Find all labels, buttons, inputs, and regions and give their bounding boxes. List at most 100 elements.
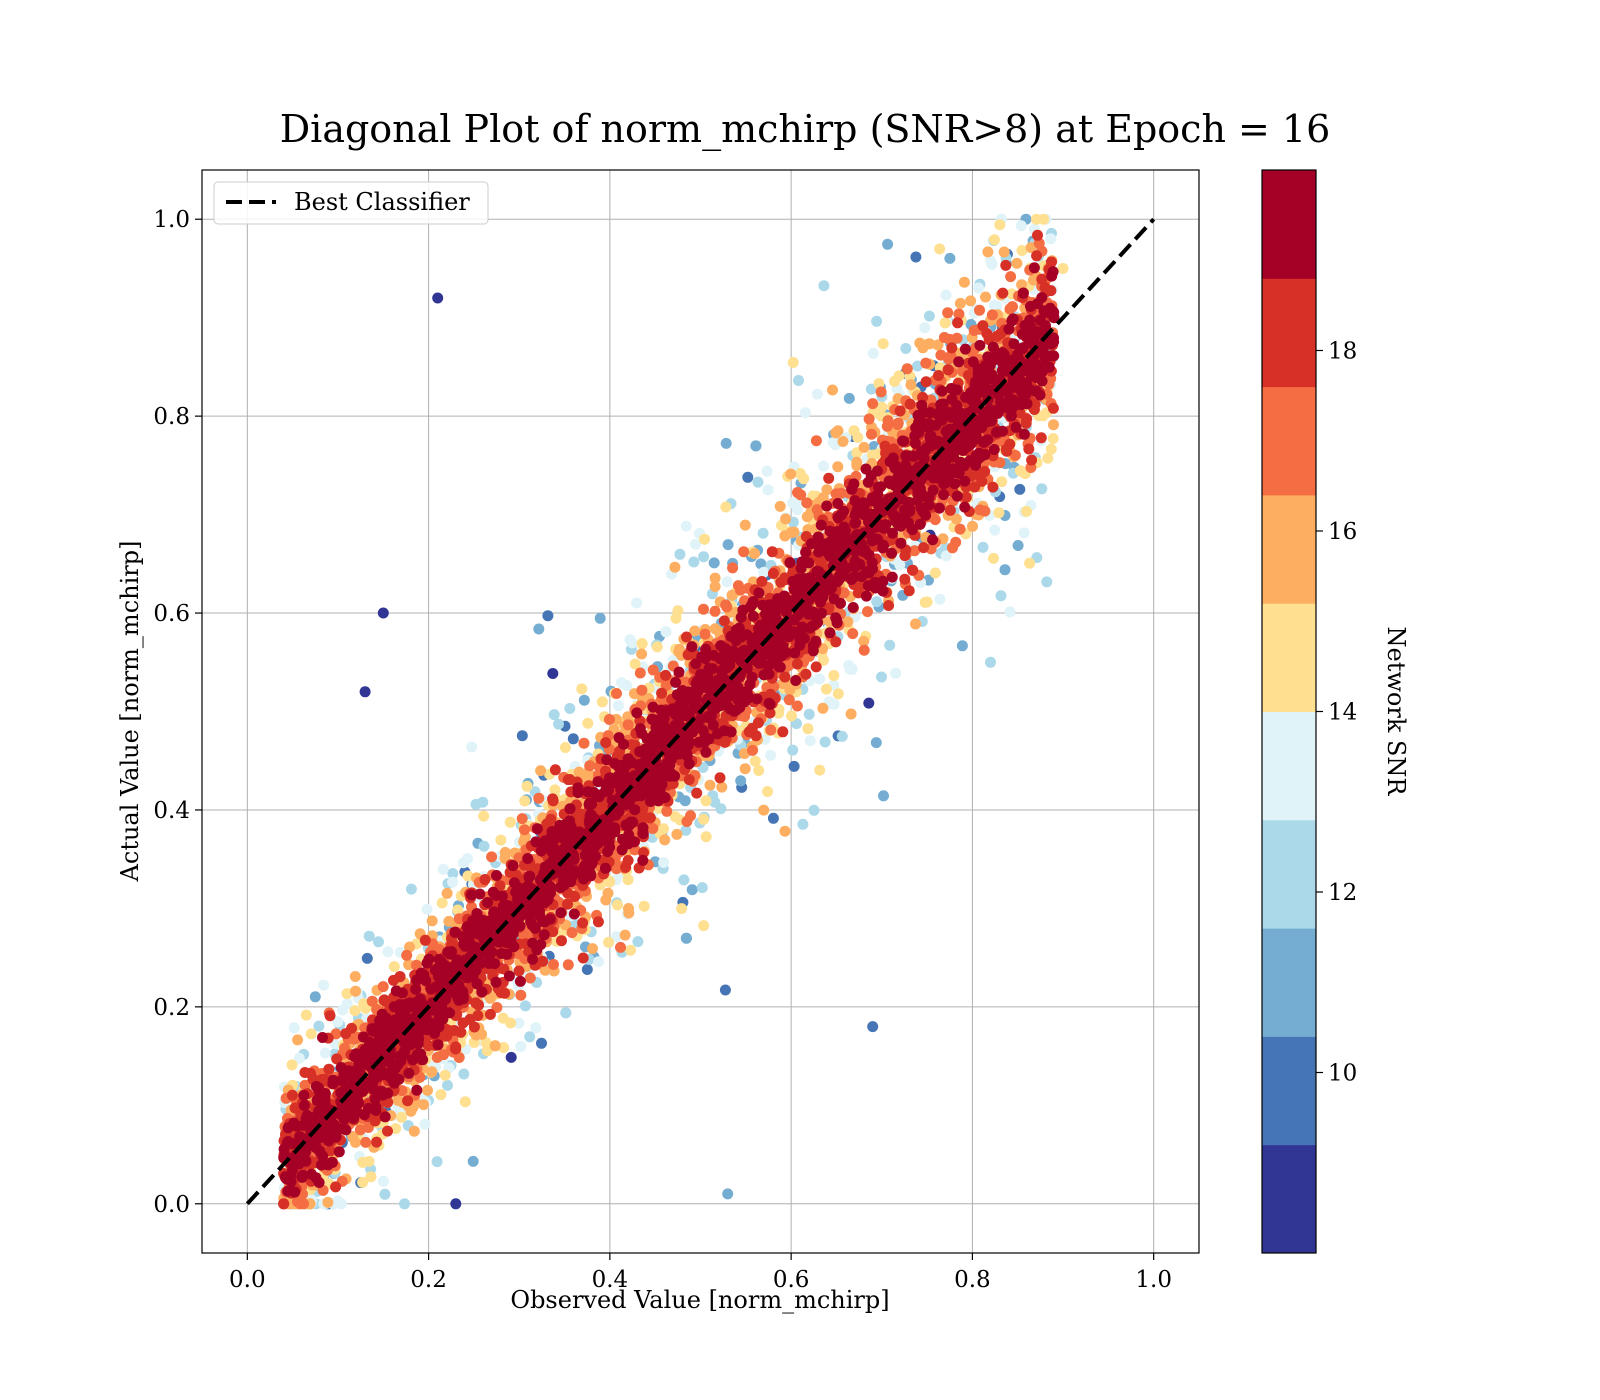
scatter-point xyxy=(519,795,531,807)
scatter-point xyxy=(836,730,848,742)
scatter-point xyxy=(698,813,710,825)
scatter-point xyxy=(903,585,915,597)
scatter-point xyxy=(685,810,696,822)
scatter-point xyxy=(596,696,608,708)
scatter-point xyxy=(982,246,994,258)
scatter-point xyxy=(721,576,733,588)
scatter-point xyxy=(623,907,635,919)
scatter-point xyxy=(758,804,770,816)
scatter-point xyxy=(1000,259,1012,271)
scatter-point xyxy=(278,1198,290,1210)
scatter-point xyxy=(524,1031,536,1043)
scatter-point xyxy=(467,1155,479,1167)
scatter-point xyxy=(622,874,634,886)
scatter-point xyxy=(547,795,559,807)
scatter-point xyxy=(651,641,663,653)
scatter-point xyxy=(1032,229,1043,241)
scatter-point xyxy=(735,775,747,787)
scatter-point xyxy=(810,435,822,447)
scatter-point xyxy=(432,292,444,304)
scatter-point xyxy=(893,370,905,382)
scatter-point xyxy=(797,818,809,830)
scatter-point xyxy=(379,1188,391,1200)
scatter-point xyxy=(698,603,709,615)
scatter-point xyxy=(524,972,536,984)
scatter-point xyxy=(779,530,791,542)
scatter-point xyxy=(313,1020,325,1032)
scatter-point xyxy=(920,376,932,388)
scatter-point xyxy=(564,703,576,714)
scatter-point xyxy=(288,1022,300,1034)
scatter-point xyxy=(787,497,799,509)
scatter-point xyxy=(777,726,789,738)
scatter-point xyxy=(818,280,830,292)
scatter-point xyxy=(388,974,399,986)
scatter-point xyxy=(810,661,822,673)
scatter-point xyxy=(882,238,894,250)
scatter-point xyxy=(542,610,554,622)
scatter-point xyxy=(870,737,882,749)
scatter-point xyxy=(636,684,648,696)
scatter-point xyxy=(696,882,708,894)
scatter-point xyxy=(1018,527,1030,539)
scatter-point xyxy=(820,683,832,695)
scatter-point xyxy=(359,686,371,698)
scatter-point xyxy=(638,900,650,912)
scatter-point xyxy=(611,688,622,699)
scatter-point xyxy=(858,644,870,656)
scatter-point xyxy=(722,1188,734,1200)
scatter-point xyxy=(877,338,889,350)
scatter-point xyxy=(1045,233,1057,245)
scatter-point xyxy=(779,671,791,683)
scatter-point xyxy=(890,667,902,679)
scatter-point xyxy=(700,831,712,843)
scatter-point xyxy=(515,1040,527,1052)
scatter-point xyxy=(318,979,330,991)
scatter-point xyxy=(1031,250,1043,262)
scatter-point xyxy=(659,834,671,846)
scatter-point xyxy=(674,548,686,560)
scatter-point xyxy=(793,375,804,386)
scatter-point xyxy=(817,702,829,714)
scatter-point xyxy=(587,943,598,955)
scatter-point xyxy=(878,790,889,802)
scatter-point xyxy=(300,1009,312,1021)
scatter-point xyxy=(332,1016,344,1028)
scatter-point xyxy=(1042,452,1054,464)
scatter-point xyxy=(750,730,762,742)
scatter-point xyxy=(671,828,683,840)
scatter-point xyxy=(823,472,835,484)
scatter-point xyxy=(615,941,626,953)
scatter-point xyxy=(612,899,623,911)
scatter-point xyxy=(305,1028,317,1040)
scatter-point xyxy=(1000,444,1012,455)
scatter-point xyxy=(952,317,964,329)
scatter-point xyxy=(756,576,768,587)
scatter-point xyxy=(773,707,785,719)
scatter-point xyxy=(827,384,838,396)
scatter-point xyxy=(515,989,527,1001)
scatter-point xyxy=(899,573,911,585)
scatter-point xyxy=(1036,273,1048,285)
scatter-point xyxy=(632,936,644,948)
scatter-point xyxy=(1012,540,1024,551)
scatter-point xyxy=(747,744,758,756)
scatter-point xyxy=(708,557,720,569)
scatter-point xyxy=(458,857,469,869)
scatter-point xyxy=(603,714,615,725)
scatter-point xyxy=(865,383,877,395)
scatter-point xyxy=(742,471,754,483)
scatter-point xyxy=(919,322,931,334)
scatter-point xyxy=(802,723,814,735)
scatter-point xyxy=(892,419,904,430)
scatter-point xyxy=(619,929,631,941)
scatter-point xyxy=(477,796,489,808)
scatter-point xyxy=(761,465,773,477)
scatter-point xyxy=(808,804,820,816)
scatter-point xyxy=(505,1017,517,1029)
scatter-points xyxy=(278,213,1069,1210)
scatter-point xyxy=(780,513,792,525)
scatter-point xyxy=(479,874,491,885)
scatter-point xyxy=(399,1198,410,1210)
